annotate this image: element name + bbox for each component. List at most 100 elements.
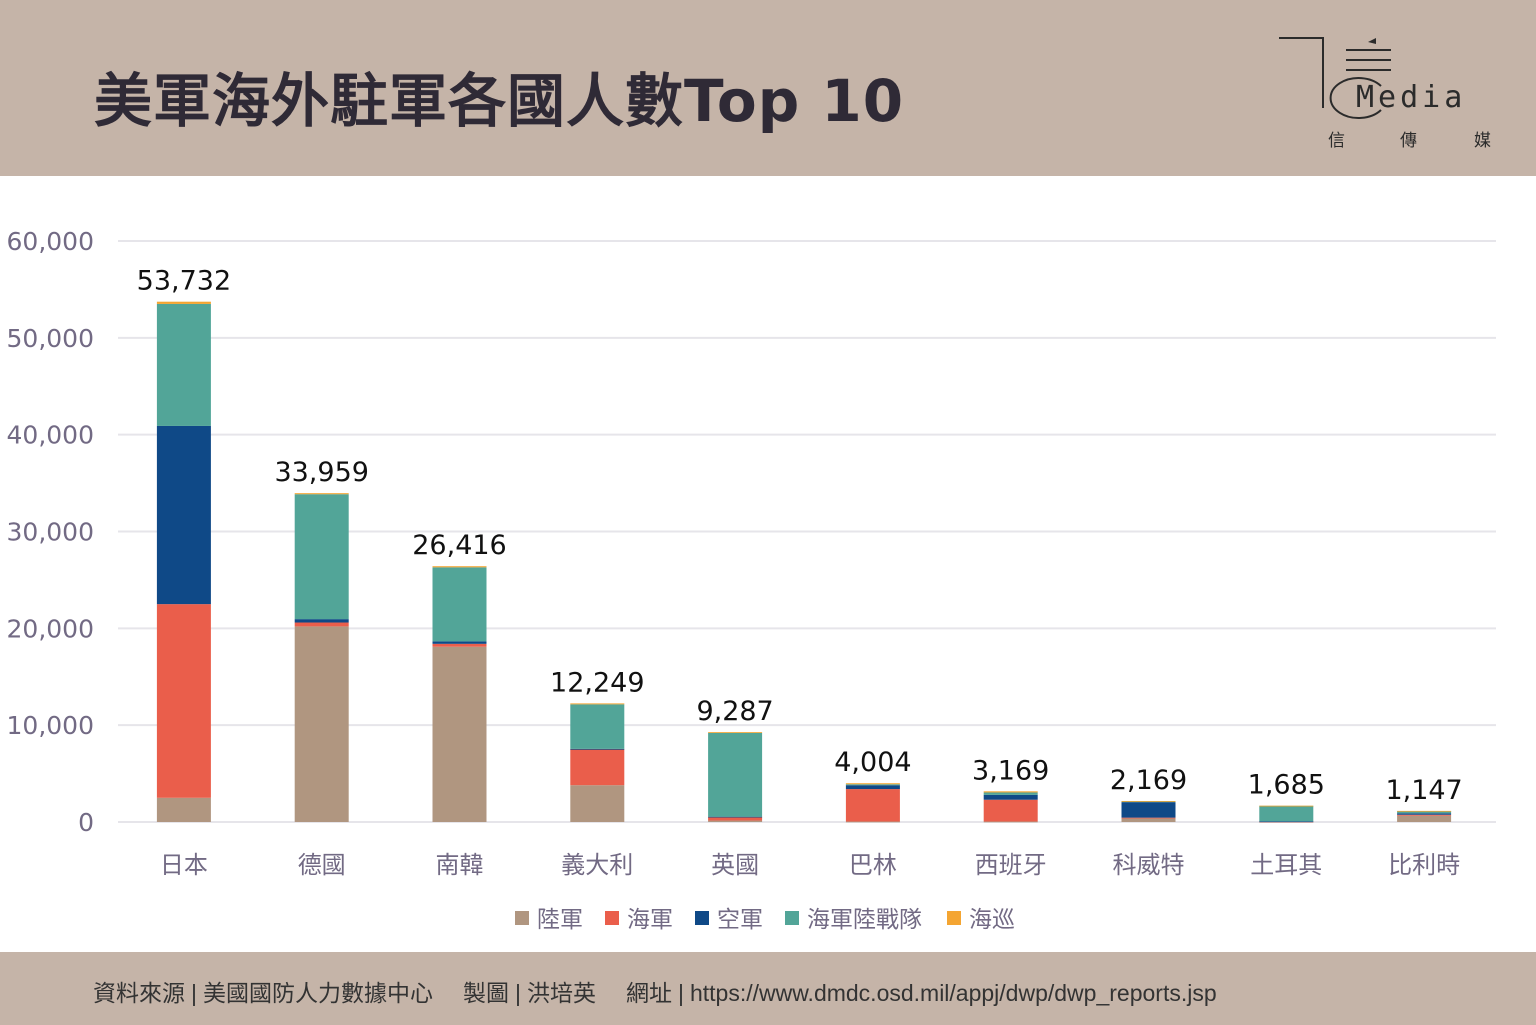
y-tick-label: 60,000 — [7, 227, 94, 256]
stacked-bar-chart: 0 10,000 20,000 30,000 40,000 50,000 60,000 53… — [7, 227, 1496, 933]
bar-segment-海軍 — [708, 817, 763, 821]
bar-segment-海巡 — [294, 493, 349, 495]
bar-segment-海軍陸戰隊 — [1397, 811, 1452, 814]
source-url-link[interactable]: https://www.dmdc.osd.mil/appj/dwp/dwp_re… — [689, 980, 1217, 1006]
bar-segment-海巡 — [1121, 800, 1176, 802]
y-axis-ticks: 0 10,000 20,000 30,000 40,000 50,000 60,000 — [7, 227, 94, 837]
legend-label: 海軍 — [627, 907, 673, 933]
x-tick-label: 德國 — [298, 851, 346, 879]
y-tick-label: 50,000 — [7, 324, 94, 353]
bar-segment-空軍 — [1397, 813, 1452, 815]
legend-swatch — [785, 911, 799, 925]
author-value: 洪培英 — [526, 980, 596, 1006]
bars — [156, 301, 1452, 823]
x-axis-ticks: 日本 德國 南韓 義大利 英國 巴林 西班牙 科威特 土耳其 比利時 — [160, 851, 1460, 879]
total-label: 4,004 — [834, 747, 911, 778]
bar-segment-海軍陸戰隊 — [432, 567, 487, 642]
bar-segment-海軍 — [845, 789, 900, 822]
bar-segment-空軍 — [570, 748, 625, 750]
y-tick-label: 0 — [78, 808, 94, 837]
bar-segment-海軍陸戰隊 — [845, 784, 900, 786]
bar-segment-陸軍 — [156, 797, 211, 822]
bar-segment-空軍 — [432, 641, 487, 644]
y-tick-label: 10,000 — [7, 711, 94, 740]
url-label: 網址 — [625, 980, 672, 1006]
legend-swatch — [947, 911, 961, 925]
legend-label: 空軍 — [717, 907, 763, 933]
logo-chinese-2: 傳 — [1400, 131, 1417, 151]
footer: 資料來源 | 美國國防人力數據中心 製圖 | 洪培英 網址 | https://www.dmdc… — [0, 952, 1536, 1025]
legend: 陸軍 海軍 空軍 海軍陸戰隊 海巡 — [515, 907, 1015, 933]
bar-segment-海軍陸戰隊 — [294, 494, 349, 620]
legend-swatch — [605, 911, 619, 925]
bar-segment-空軍 — [156, 425, 211, 605]
bar-segment-海巡 — [432, 566, 487, 568]
total-label: 12,249 — [550, 667, 644, 698]
total-label: 9,287 — [696, 696, 773, 727]
footer-credits: 資料來源 | 美國國防人力數據中心 製圖 | 洪培英 網址 | https://www.dmdc… — [93, 974, 1217, 1008]
total-label: 1,685 — [1248, 770, 1325, 801]
bar-segment-海巡 — [983, 791, 1038, 793]
legend-label: 陸軍 — [537, 907, 583, 933]
x-tick-label: 土耳其 — [1250, 851, 1322, 879]
legend-swatch — [695, 911, 709, 925]
bar-segment-陸軍 — [1397, 815, 1452, 822]
separator: | — [191, 980, 197, 1006]
logo-chinese-3: 媒 — [1474, 131, 1491, 151]
total-labels: 53,732 33,959 26,416 12,249 9,287 4,004 3,169 2… — [137, 266, 1463, 806]
legend-swatch — [515, 911, 529, 925]
total-label: 26,416 — [412, 530, 506, 561]
bar-segment-空軍 — [1121, 802, 1176, 818]
x-tick-label: 西班牙 — [975, 851, 1047, 879]
bar-segment-海巡 — [845, 783, 900, 785]
x-tick-label: 科威特 — [1113, 851, 1185, 879]
bar-segment-海軍陸戰隊 — [156, 303, 211, 426]
header-banner: 美軍海外駐軍各國人數Top 10 Media 信 傳 媒 — [0, 0, 1536, 176]
chart-area: 0 10,000 20,000 30,000 40,000 50,000 60,000 53… — [0, 176, 1536, 952]
bar-segment-空軍 — [983, 794, 1038, 800]
total-label: 53,732 — [137, 266, 231, 297]
author-label: 製圖 — [462, 980, 509, 1006]
y-tick-label: 30,000 — [7, 518, 94, 547]
bar-segment-海巡 — [156, 301, 211, 304]
separator: | — [514, 980, 521, 1006]
source-label: 資料來源 — [93, 980, 185, 1006]
bar-segment-海軍陸戰隊 — [708, 732, 763, 817]
bar-segment-海巡 — [1397, 810, 1452, 812]
total-label: 2,169 — [1110, 765, 1187, 796]
bar-segment-陸軍 — [1121, 818, 1176, 822]
logo-chinese-1: 信 — [1328, 131, 1345, 151]
bar-segment-陸軍 — [708, 820, 763, 822]
bar-segment-海軍 — [156, 604, 211, 798]
bar-segment-陸軍 — [983, 821, 1038, 823]
bar-segment-空軍 — [708, 816, 763, 818]
bar-segment-海軍陸戰隊 — [570, 704, 625, 749]
legend-label: 海軍陸戰隊 — [807, 907, 922, 933]
bar-segment-海巡 — [1259, 805, 1314, 807]
bar-segment-陸軍 — [845, 821, 900, 823]
y-tick-label: 40,000 — [7, 421, 94, 450]
x-tick-label: 日本 — [160, 851, 208, 879]
x-tick-label: 義大利 — [561, 851, 633, 879]
bar-segment-空軍 — [845, 785, 900, 790]
chart-title: 美軍海外駐軍各國人數Top 10 — [94, 67, 905, 135]
separator: | — [677, 980, 684, 1006]
total-label: 1,147 — [1385, 775, 1462, 806]
x-tick-label: 比利時 — [1388, 851, 1460, 879]
bar-segment-海軍 — [1121, 817, 1176, 819]
bar-segment-海軍 — [432, 643, 487, 647]
bar-segment-海軍陸戰隊 — [983, 792, 1038, 795]
bar-segment-空軍 — [1259, 821, 1314, 823]
bar-segment-空軍 — [294, 619, 349, 623]
bar-segment-海軍陸戰隊 — [1259, 805, 1314, 822]
bar-segment-海巡 — [708, 732, 763, 733]
bar-segment-陸軍 — [432, 646, 487, 822]
total-label: 33,959 — [274, 457, 368, 488]
logo-mark-icon — [1279, 37, 1391, 119]
logo-wordmark: Media — [1356, 80, 1467, 115]
bar-segment-海軍 — [294, 622, 349, 627]
bar-segment-海軍 — [983, 799, 1038, 822]
source-value: 美國國防人力數據中心 — [202, 980, 433, 1006]
x-tick-label: 南韓 — [436, 851, 484, 879]
bar-segment-陸軍 — [294, 626, 349, 822]
